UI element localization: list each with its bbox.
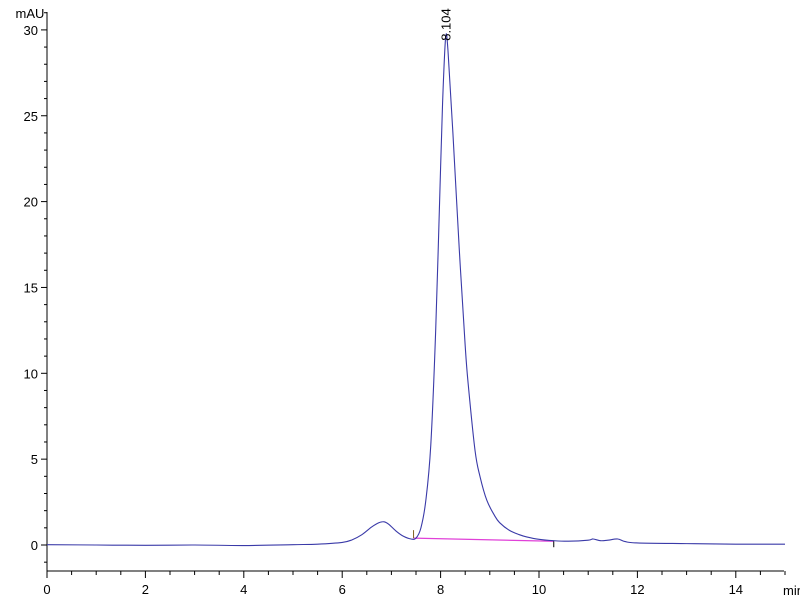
peak-label: 8.104 bbox=[439, 8, 454, 41]
y-tick-label: 30 bbox=[24, 23, 38, 38]
x-tick-label: 10 bbox=[532, 582, 546, 597]
y-tick-label: 15 bbox=[24, 280, 38, 295]
x-tick-label: 0 bbox=[43, 582, 50, 597]
x-tick-label: 2 bbox=[142, 582, 149, 597]
x-axis-label: min bbox=[783, 583, 800, 598]
x-tick-label: 6 bbox=[339, 582, 346, 597]
y-tick-label: 10 bbox=[24, 366, 38, 381]
y-tick-label: 20 bbox=[24, 195, 38, 210]
y-axis-label: mAU bbox=[16, 6, 45, 21]
x-tick-label: 8 bbox=[437, 582, 444, 597]
integration-baseline bbox=[413, 537, 554, 542]
axes: 0 5 10 15 20 25 30 0 2 4 6 8 10 12 14 bbox=[24, 12, 786, 597]
y-tick-label: 5 bbox=[31, 452, 38, 467]
y-tick-label: 0 bbox=[31, 538, 38, 553]
x-tick-label: 12 bbox=[630, 582, 644, 597]
signal-trace bbox=[46, 33, 786, 547]
plot-area: 8.104 bbox=[46, 8, 786, 548]
x-tick-label: 14 bbox=[729, 582, 743, 597]
y-tick-label: 25 bbox=[24, 109, 38, 124]
x-tick-label: 4 bbox=[240, 582, 247, 597]
